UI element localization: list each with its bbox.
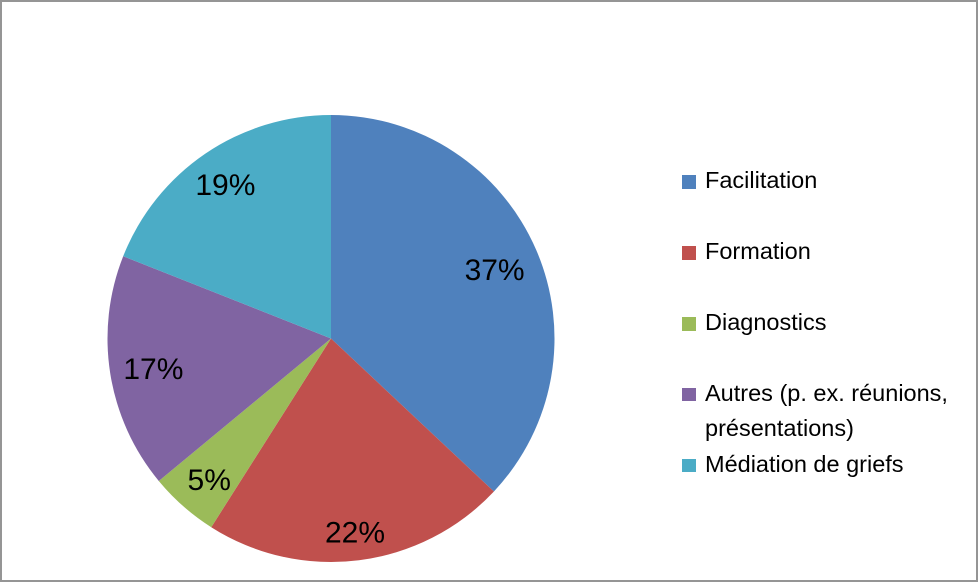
svg-text:17%: 17% [123,353,183,386]
svg-text:19%: 19% [195,169,255,202]
svg-text:37%: 37% [465,254,525,287]
svg-text:5%: 5% [188,464,231,497]
svg-text:22%: 22% [325,517,385,550]
